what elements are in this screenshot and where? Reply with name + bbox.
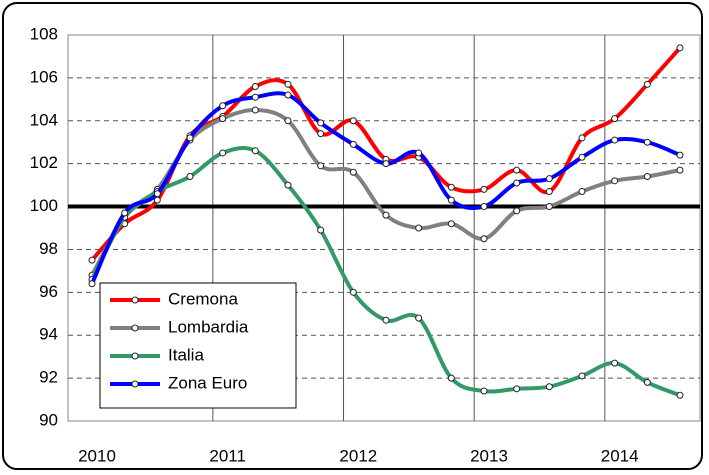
- point-marker: [382, 160, 390, 168]
- point-marker: [317, 130, 325, 138]
- point-marker: [284, 80, 292, 88]
- point-marker: [88, 280, 96, 288]
- point-marker: [317, 162, 325, 170]
- point-marker: [284, 181, 292, 189]
- point-marker: [415, 224, 423, 232]
- point-marker: [382, 316, 390, 324]
- y-tick-label: 100: [30, 196, 58, 215]
- point-marker: [578, 372, 586, 380]
- point-marker: [251, 93, 259, 101]
- x-tick-label: 2010: [78, 446, 116, 465]
- legend-label: Italia: [168, 345, 204, 364]
- point-marker: [611, 359, 619, 367]
- legend: Cremona Lombardia Italia Zona Euro: [99, 282, 297, 409]
- point-marker: [480, 235, 488, 243]
- point-marker: [643, 138, 651, 146]
- point-marker: [121, 209, 129, 217]
- y-tick-label: 106: [30, 67, 58, 86]
- x-tick-label: 2013: [470, 446, 508, 465]
- y-tick-label: 104: [30, 110, 58, 129]
- legend-label: Cremona: [168, 289, 238, 308]
- y-tick-label: 94: [39, 325, 58, 344]
- y-tick-label: 108: [30, 24, 58, 43]
- y-tick-label: 102: [30, 153, 58, 172]
- point-marker: [349, 288, 357, 296]
- point-marker: [643, 173, 651, 181]
- point-marker: [480, 387, 488, 395]
- y-tick-label: 92: [39, 368, 58, 387]
- point-marker: [545, 175, 553, 183]
- legend-marker: [131, 352, 139, 360]
- point-marker: [480, 203, 488, 211]
- point-marker: [578, 188, 586, 196]
- point-marker: [349, 140, 357, 148]
- point-marker: [578, 153, 586, 161]
- point-marker: [153, 190, 161, 198]
- legend-label: Zona Euro: [168, 373, 247, 392]
- point-marker: [251, 106, 259, 114]
- point-marker: [545, 188, 553, 196]
- point-marker: [284, 91, 292, 99]
- legend-box: [99, 282, 297, 409]
- point-marker: [513, 207, 521, 215]
- point-marker: [447, 183, 455, 191]
- point-marker: [480, 185, 488, 193]
- point-marker: [447, 196, 455, 204]
- legend-marker: [131, 296, 139, 304]
- y-tick-label: 90: [39, 410, 58, 429]
- point-marker: [186, 173, 194, 181]
- y-tick-label: 98: [39, 239, 58, 258]
- point-marker: [349, 168, 357, 176]
- point-marker: [676, 44, 684, 52]
- point-marker: [349, 117, 357, 125]
- lines: [88, 44, 684, 399]
- point-marker: [676, 151, 684, 159]
- point-marker: [88, 256, 96, 264]
- point-marker: [611, 136, 619, 144]
- point-marker: [415, 149, 423, 157]
- point-marker: [317, 226, 325, 234]
- point-marker: [545, 383, 553, 391]
- point-marker: [284, 117, 292, 125]
- x-tick-label: 2011: [209, 446, 246, 465]
- legend-label: Lombardia: [168, 317, 249, 336]
- point-marker: [317, 119, 325, 127]
- point-marker: [513, 166, 521, 174]
- point-marker: [676, 166, 684, 174]
- point-marker: [251, 82, 259, 90]
- point-marker: [219, 115, 227, 123]
- point-marker: [186, 134, 194, 142]
- point-marker: [545, 203, 553, 211]
- point-marker: [219, 149, 227, 157]
- point-marker: [415, 314, 423, 322]
- point-marker: [513, 385, 521, 393]
- point-marker: [578, 134, 586, 142]
- point-marker: [447, 220, 455, 228]
- legend-marker: [131, 324, 139, 332]
- point-marker: [447, 374, 455, 382]
- x-tick-label: 2012: [339, 446, 377, 465]
- point-marker: [643, 80, 651, 88]
- point-marker: [611, 115, 619, 123]
- point-marker: [382, 211, 390, 219]
- point-marker: [513, 179, 521, 187]
- point-marker: [676, 391, 684, 399]
- legend-marker: [131, 380, 139, 388]
- point-marker: [219, 102, 227, 110]
- y-tick-label: 96: [39, 282, 58, 301]
- point-marker: [251, 147, 259, 155]
- point-marker: [611, 177, 619, 185]
- point-marker: [643, 378, 651, 386]
- x-tick-label: 2014: [601, 446, 639, 465]
